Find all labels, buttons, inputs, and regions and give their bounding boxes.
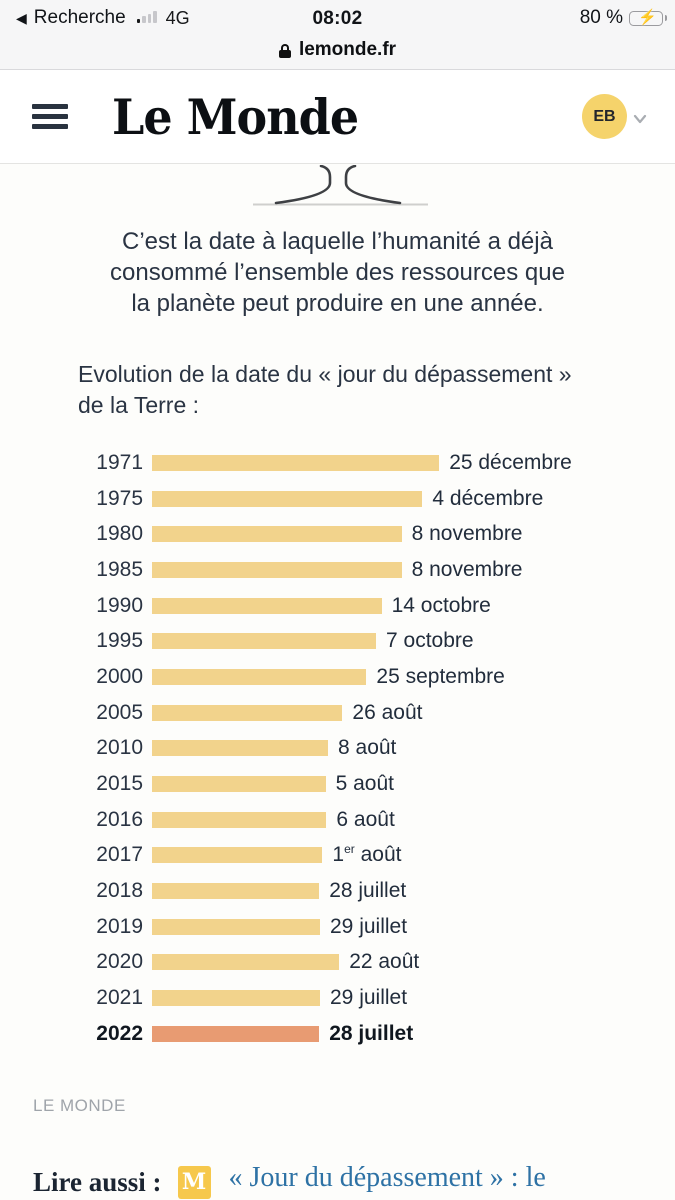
row-year-label: 1971 (96, 450, 143, 474)
row-date-label: 14 octobre (391, 593, 491, 617)
chart-row: 2021 29 juillet (0, 980, 675, 1016)
row-year-label: 2010 (96, 736, 143, 760)
row-bar (152, 954, 340, 971)
row-bar (152, 883, 320, 900)
row-year-label: 1975 (96, 486, 143, 510)
chart-row: 1990 14 octobre (0, 588, 675, 624)
cell-signal-icon (136, 11, 157, 23)
chart-title: Evolution de la date du « jour du dépass… (78, 361, 572, 418)
row-date-label: 7 octobre (386, 629, 474, 653)
chart-row: 2019 29 juillet (0, 909, 675, 945)
chart-row: 1975 4 décembre (0, 481, 675, 517)
read-also-prefix: Lire aussi : (33, 1166, 162, 1197)
row-bar (152, 561, 402, 578)
chart-rows: 1971 25 décembre 1975 4 décembre 1980 8 … (0, 445, 675, 1052)
row-date-label: 1er août (332, 842, 402, 867)
row-bar (152, 490, 423, 507)
battery-percent-label: 80 % (579, 7, 623, 28)
row-bar (152, 597, 382, 614)
chart-row: 2016 6 août (0, 802, 675, 838)
read-also-link[interactable]: « Jour du dépassement » : le (229, 1162, 546, 1200)
back-to-app-label: Recherche (33, 7, 126, 28)
account-menu[interactable]: EB (582, 94, 647, 139)
clock: 08:02 (312, 8, 363, 29)
row-date-label: 8 novembre (411, 522, 523, 546)
network-type-label: 4G (165, 7, 190, 28)
row-year-label: 1995 (96, 629, 143, 653)
row-date-label: 26 août (352, 700, 423, 724)
lemonde-m-icon[interactable]: M (177, 1165, 211, 1199)
row-year-label: 2020 (96, 950, 143, 974)
chart-row: 2022 28 juillet (0, 1016, 675, 1052)
row-date-label: 4 décembre (432, 486, 544, 510)
row-date-label: 6 août (336, 807, 395, 831)
row-date-label: 22 août (349, 950, 420, 974)
standfirst-text: C’est la date à laquelle l’humanité a dé… (110, 228, 565, 317)
menu-button[interactable] (32, 104, 68, 129)
lemonde-logo[interactable]: Le Monde (112, 88, 359, 145)
avatar[interactable]: EB (582, 94, 627, 139)
row-year-label: 2019 (96, 914, 143, 938)
row-year-label: 2016 (96, 807, 143, 831)
address-bar[interactable]: lemonde.fr (0, 32, 675, 68)
row-date-label: 8 août (338, 736, 397, 760)
row-date-label: 5 août (335, 772, 394, 796)
ios-top-chrome: ◀ Recherche 4G 08:02 80 % ⚡ lemonde.fr (0, 0, 675, 70)
battery-status: 80 % ⚡ (579, 7, 667, 29)
glass-foot-illustration (218, 164, 458, 209)
row-date-label: 28 juillet (329, 1021, 414, 1045)
read-also-block: Lire aussi : M « Jour du dépassement » :… (33, 1162, 675, 1200)
chart-row: 2020 22 août (0, 945, 675, 981)
status-bar: ◀ Recherche 4G 08:02 80 % ⚡ (0, 0, 675, 32)
back-to-app[interactable]: ◀ Recherche 4G (16, 7, 190, 29)
row-year-label: 2021 (96, 986, 143, 1010)
battery-charging-icon: ⚡ (629, 8, 667, 26)
row-date-label: 25 septembre (376, 664, 505, 688)
chart-row: 1971 25 décembre (0, 445, 675, 481)
back-to-app-icon: ◀ (16, 10, 27, 26)
row-year-label: 2018 (96, 879, 143, 903)
row-bar (152, 454, 440, 471)
overshoot-chart: Evolution de la date du « jour du dépass… (0, 359, 675, 1116)
chart-row: 2018 28 juillet (0, 873, 675, 909)
row-year-label: 2005 (96, 700, 143, 724)
row-year-label: 1990 (96, 593, 143, 617)
chart-row: 1980 8 novembre (0, 516, 675, 552)
row-date-label: 25 décembre (449, 450, 572, 474)
chart-row: 2015 5 août (0, 766, 675, 802)
address-bar-domain: lemonde.fr (298, 39, 397, 60)
row-bar (152, 668, 367, 685)
row-bar (152, 811, 327, 828)
chart-row: 2010 8 août (0, 731, 675, 767)
row-bar (152, 740, 328, 757)
row-year-label: 2000 (96, 664, 143, 688)
row-bar (152, 704, 343, 721)
chart-row: 1985 8 novembre (0, 552, 675, 588)
chart-row: 2017 1er août (0, 838, 675, 874)
row-date-label: 29 juillet (330, 986, 408, 1010)
row-bar (152, 1025, 320, 1042)
row-date-label: 29 juillet (330, 914, 408, 938)
row-year-label: 2015 (96, 772, 143, 796)
row-bar (152, 526, 402, 543)
chart-row: 2005 26 août (0, 695, 675, 731)
chart-source-credit: LE MONDE (33, 1095, 126, 1115)
chart-row: 1995 7 octobre (0, 623, 675, 659)
row-year-label: 2022 (96, 1021, 143, 1045)
row-year-label: 1980 (96, 522, 143, 546)
row-year-label: 1985 (96, 557, 143, 581)
row-bar (152, 633, 376, 650)
row-bar (152, 776, 326, 793)
chart-row: 2000 25 septembre (0, 659, 675, 695)
chevron-down-icon (633, 112, 647, 126)
row-bar (152, 990, 320, 1007)
row-bar (152, 918, 320, 935)
lock-icon (278, 44, 291, 58)
site-header: Le Monde EB (0, 70, 675, 164)
row-date-label: 8 novembre (411, 557, 523, 581)
row-bar (152, 847, 323, 864)
row-year-label: 2017 (96, 843, 143, 867)
charging-bolt-icon: ⚡ (638, 8, 657, 26)
row-date-label: 28 juillet (329, 879, 407, 903)
